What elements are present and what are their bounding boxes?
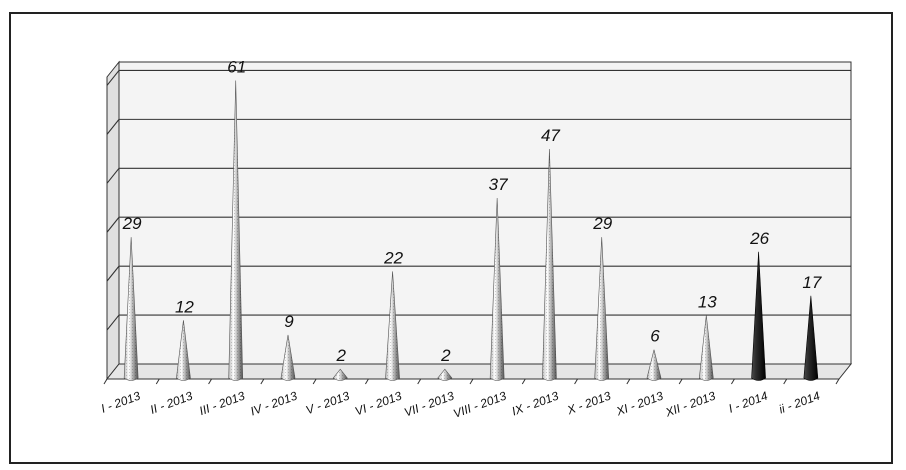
tick-label: II - 2013 (148, 389, 194, 417)
cone-texture (699, 315, 714, 381)
tick-mark (678, 378, 683, 385)
tick-label: XI - 2013 (614, 389, 666, 419)
gridline-depth (106, 216, 120, 233)
cone-texture (490, 197, 505, 381)
gridline-depth (106, 314, 120, 331)
cone-texture (124, 237, 139, 381)
back-wall (118, 61, 852, 365)
tick-label: V - 2013 (304, 389, 352, 418)
value-label: 37 (489, 175, 508, 194)
side-wall (106, 60, 120, 381)
tick-mark (155, 378, 160, 385)
value-label: 47 (541, 126, 560, 145)
gridline-depth (106, 119, 120, 135)
cone-texture (333, 369, 348, 381)
tick-mark (521, 378, 526, 385)
value-label: 6 (650, 327, 660, 346)
value-label: 9 (284, 312, 294, 331)
tick-mark (417, 378, 422, 385)
value-label: 12 (175, 297, 194, 316)
cone-texture (647, 349, 661, 381)
cone (803, 295, 819, 381)
tick-mark (626, 378, 631, 385)
tick-label: VIII - 2013 (451, 389, 508, 421)
tick-mark (574, 378, 579, 385)
value-label: 29 (592, 214, 612, 233)
cone-texture (542, 149, 557, 381)
tick-label: ii - 2014 (777, 389, 822, 417)
tick-label: VII - 2013 (402, 389, 456, 420)
value-label: 22 (383, 248, 403, 267)
cone-texture (437, 369, 452, 381)
tick-label: VI - 2013 (353, 389, 404, 419)
tick-mark (364, 378, 369, 385)
cone-texture (594, 237, 609, 381)
tick-mark (469, 378, 474, 385)
tick-mark (208, 378, 213, 385)
tick-label: I - 2014 (727, 389, 770, 416)
tick-mark (783, 378, 788, 385)
tick-label: I - 2013 (99, 389, 142, 416)
value-label: 13 (698, 292, 717, 311)
tick-mark (730, 378, 735, 385)
cone-texture (385, 271, 400, 381)
cone-texture (281, 334, 295, 381)
cone-texture (228, 80, 243, 381)
cone (751, 251, 766, 381)
chart-walls (105, 60, 853, 381)
cones (123, 80, 819, 381)
tick-label: IV - 2013 (248, 389, 299, 419)
value-label: 61 (227, 58, 246, 77)
tick-mark (260, 378, 265, 385)
value-label: 29 (122, 214, 142, 233)
tick-mark (103, 378, 108, 385)
tick-label: XII - 2013 (663, 389, 718, 420)
tick-label: III - 2013 (197, 389, 247, 418)
category-tick-labels: I - 2013 II - 2013 III - 2013 IV - 2013 V - … (99, 378, 840, 421)
tick-mark (835, 378, 840, 385)
value-label: 2 (440, 346, 451, 365)
gridline-depth (106, 167, 120, 184)
value-label: 26 (749, 229, 769, 248)
cone-texture (176, 320, 191, 381)
floor (105, 363, 853, 380)
tick-label: IX - 2013 (510, 389, 561, 419)
value-label: 2 (336, 346, 347, 365)
gridline-depth (106, 70, 120, 86)
tick-label: X - 2013 (564, 389, 613, 418)
value-label: 17 (802, 273, 821, 292)
gridline-depth (106, 265, 120, 282)
tick-mark (312, 378, 317, 385)
